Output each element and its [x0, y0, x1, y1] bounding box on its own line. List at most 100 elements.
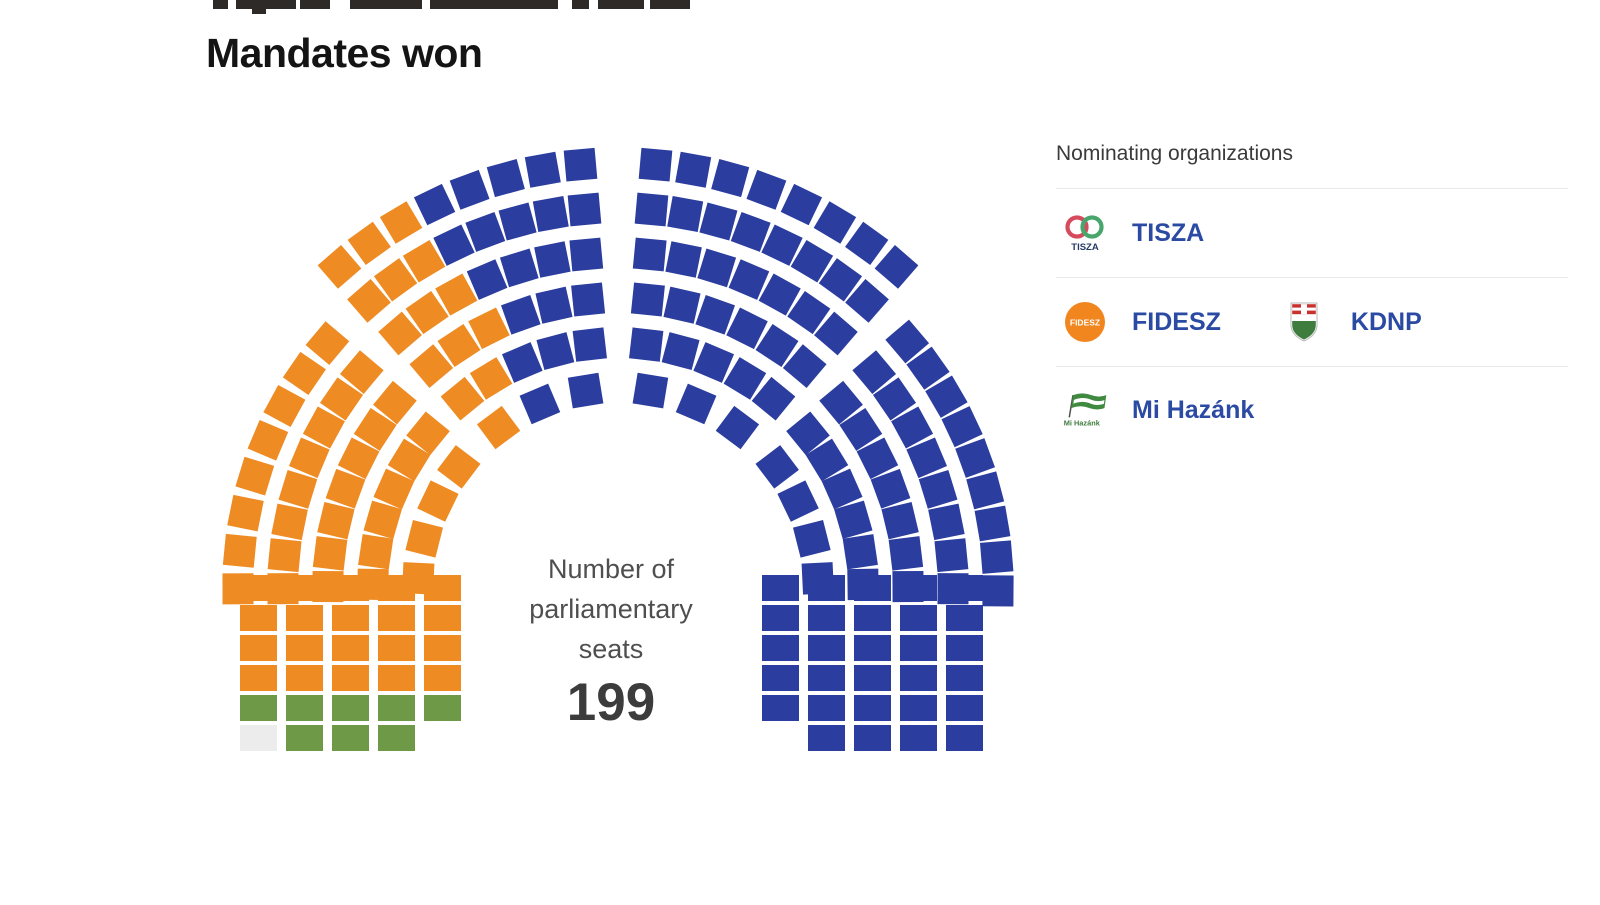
legend-header: Nominating organizations	[1056, 142, 1568, 189]
seat-count-caption-line2: parliamentary	[529, 594, 693, 624]
seat-FIDESZ-KDNP	[337, 437, 380, 480]
seat-FIDESZ-KDNP	[424, 605, 461, 631]
seat-TISZA	[842, 534, 878, 570]
legend-item-mihazank[interactable]: Mi Hazánk Mi Hazánk	[1060, 390, 1254, 430]
seat-TISZA	[790, 239, 834, 283]
seat-TISZA	[663, 286, 701, 324]
legend-label-mihazank[interactable]: Mi Hazánk	[1132, 395, 1255, 424]
seat-FIDESZ-KDNP	[288, 437, 330, 479]
seat-FIDESZ-KDNP	[358, 534, 394, 570]
kdnp-logo-icon	[1279, 301, 1329, 343]
seat-TISZA	[532, 196, 569, 232]
seat-FIDESZ-KDNP	[312, 571, 344, 603]
seat-FIDESZ-KDNP	[339, 350, 384, 394]
seat-FIDESZ-KDNP	[271, 503, 308, 541]
seat-TISZA	[854, 605, 891, 631]
seat-FIDESZ-KDNP	[305, 321, 350, 365]
seat-TISZA	[808, 605, 845, 631]
seat-FIDESZ-KDNP	[240, 665, 277, 691]
seat-TISZA	[854, 695, 891, 721]
seat-TISZA	[762, 575, 799, 601]
seat-FIDESZ-KDNP	[235, 456, 275, 496]
seat-TISZA	[818, 258, 863, 302]
seat-FIDESZ-KDNP	[378, 635, 415, 661]
seat-TISZA	[808, 725, 845, 751]
seat-TISZA	[906, 346, 950, 390]
seat-TISZA	[675, 383, 717, 425]
seat-TISZA	[891, 406, 934, 449]
seat-Mi Hazánk	[378, 725, 415, 751]
seat-FIDESZ-KDNP	[373, 380, 417, 425]
seat-FIDESZ-KDNP	[378, 311, 422, 356]
seat-TISZA	[808, 665, 845, 691]
seat-TISZA	[819, 380, 863, 425]
legend-item-fidesz[interactable]: FIDESZ FIDESZ	[1060, 301, 1221, 343]
seat-FIDESZ-KDNP	[286, 605, 323, 631]
seat-TISZA	[854, 665, 891, 691]
seat-TISZA	[524, 151, 561, 188]
seat-TISZA	[449, 169, 490, 210]
seat-TISZA	[632, 237, 667, 272]
seat-FIDESZ-KDNP	[325, 468, 366, 509]
seat-TISZA	[881, 502, 919, 540]
seat-FIDESZ-KDNP	[347, 221, 391, 266]
seat-TISZA	[762, 605, 799, 631]
seat-TISZA	[433, 224, 475, 266]
seat-FIDESZ-KDNP	[379, 201, 423, 244]
seat-TISZA	[755, 445, 799, 489]
seat-FIDESZ-KDNP	[387, 438, 431, 482]
seat-TISZA	[728, 259, 770, 300]
seat-count-caption-line3: seats	[578, 634, 644, 664]
mihazank-logo-icon: Mi Hazánk	[1060, 390, 1110, 430]
svg-text:Mi Hazánk: Mi Hazánk	[1064, 419, 1101, 428]
seat-TISZA	[906, 437, 948, 479]
seat-TISZA	[762, 665, 799, 691]
legend-label-tisza[interactable]: TISZA	[1132, 218, 1205, 247]
seat-FIDESZ-KDNP	[424, 665, 461, 691]
svg-text:FIDESZ: FIDESZ	[1070, 318, 1100, 328]
seat-TISZA	[852, 350, 897, 394]
seat-TISZA	[629, 327, 664, 362]
svg-text:TISZA: TISZA	[1071, 242, 1099, 253]
seat-TISZA	[845, 221, 889, 266]
seat-TISZA	[974, 505, 1011, 542]
seat-FIDESZ-KDNP	[286, 635, 323, 661]
seat-FIDESZ-KDNP	[378, 665, 415, 691]
seat-TISZA	[946, 575, 983, 601]
seat-TISZA	[699, 202, 738, 241]
seat-TISZA	[834, 500, 873, 540]
seat-TISZA	[751, 376, 796, 421]
seat-TISZA	[946, 665, 983, 691]
seat-FIDESZ-KDNP	[332, 605, 369, 631]
seat-TISZA	[761, 224, 803, 266]
seat-TISZA	[661, 332, 700, 371]
legend-item-kdnp[interactable]: KDNP	[1279, 301, 1422, 343]
seat-TISZA	[941, 406, 983, 448]
seat-FIDESZ-KDNP	[409, 344, 454, 388]
seat-FIDESZ-KDNP	[363, 500, 402, 540]
seat-TISZA	[872, 377, 917, 421]
seat-TISZA	[758, 273, 801, 316]
seat-TISZA	[786, 411, 830, 456]
seat-TISZA	[730, 211, 771, 252]
seat-TISZA	[854, 725, 891, 751]
seat-FIDESZ-KDNP	[437, 445, 481, 489]
seat-FIDESZ-KDNP	[312, 536, 348, 571]
legend-item-tisza[interactable]: TISZA TISZA	[1060, 212, 1204, 254]
seat-count-value: 199	[566, 673, 656, 732]
seat-TISZA	[572, 327, 607, 362]
seat-TISZA	[813, 201, 857, 244]
seat-FIDESZ-KDNP	[282, 351, 326, 395]
legend-panel: Nominating organizations TISZA TISZA FID…	[1056, 142, 1568, 453]
seat-FIDESZ-KDNP	[317, 502, 355, 540]
seat-TISZA	[900, 695, 937, 721]
legend-label-fidesz[interactable]: FIDESZ	[1132, 307, 1221, 336]
seat-TISZA	[854, 635, 891, 661]
legend-label-kdnp[interactable]: KDNP	[1350, 307, 1422, 336]
seat-FIDESZ-KDNP	[267, 538, 302, 573]
seat-FIDESZ-KDNP	[267, 573, 299, 605]
seat-TISZA	[675, 151, 712, 188]
seat-TISZA	[888, 536, 924, 571]
seat-FIDESZ-KDNP	[286, 665, 323, 691]
